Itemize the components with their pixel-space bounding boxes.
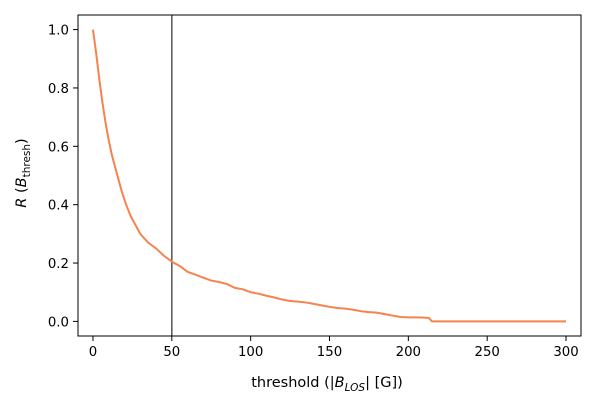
x-tick-label: 150	[317, 345, 342, 360]
x-tick-label: 200	[396, 345, 421, 360]
y-tick-label: 0.6	[48, 140, 69, 155]
chart-marks	[91, 15, 567, 336]
y-tick-label: 1.0	[48, 24, 69, 39]
x-tick-label: 300	[553, 345, 578, 360]
y-tick-label: 0.0	[48, 315, 69, 330]
x-tick-label: 50	[163, 345, 180, 360]
y-tick-label: 0.4	[48, 199, 69, 214]
y-axis: 0.0 0.2 0.4 0.6 0.8 1.0	[48, 24, 78, 330]
x-tick-label: 100	[238, 345, 263, 360]
x-tick-label: 0	[89, 345, 97, 360]
plot-area	[78, 15, 581, 336]
y-tick-label: 0.2	[48, 257, 69, 272]
x-axis: 0 50 100 150 200 250 300	[89, 336, 579, 360]
x-axis-label: threshold (|BLOS| [G])	[251, 375, 403, 394]
y-tick-label: 0.8	[48, 82, 69, 97]
y-axis-label: R (Bthresh)	[14, 138, 33, 207]
series-line-0	[91, 29, 567, 323]
x-tick-label: 250	[474, 345, 499, 360]
